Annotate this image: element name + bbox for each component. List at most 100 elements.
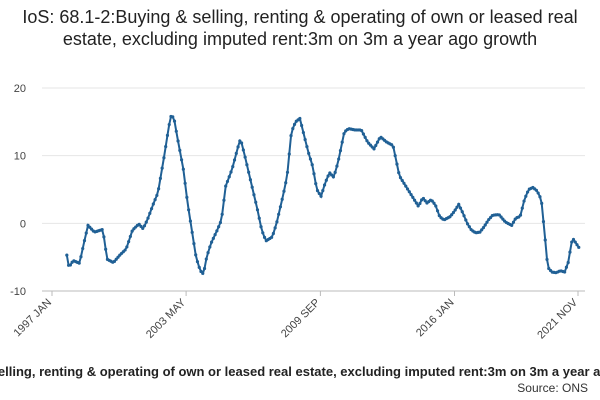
data-point[interactable] xyxy=(174,129,178,133)
data-point[interactable] xyxy=(220,212,224,216)
data-point[interactable] xyxy=(285,170,290,174)
data-point[interactable] xyxy=(457,202,461,206)
data-point[interactable] xyxy=(397,170,401,175)
data-point[interactable] xyxy=(540,201,544,205)
data-point[interactable] xyxy=(153,198,157,202)
data-point[interactable] xyxy=(536,191,540,195)
data-point[interactable] xyxy=(183,181,187,185)
data-point[interactable] xyxy=(365,139,369,143)
data-point[interactable] xyxy=(225,179,230,184)
data-point[interactable] xyxy=(291,127,295,131)
data-point[interactable] xyxy=(405,187,410,191)
data-point[interactable] xyxy=(525,190,530,194)
data-point[interactable] xyxy=(280,197,284,201)
data-point[interactable] xyxy=(218,220,223,225)
data-point[interactable] xyxy=(393,154,397,158)
data-point[interactable] xyxy=(102,235,106,239)
data-point[interactable] xyxy=(234,151,238,156)
data-point[interactable] xyxy=(201,271,205,275)
data-point[interactable] xyxy=(335,164,339,168)
data-point[interactable] xyxy=(481,226,486,230)
data-point[interactable] xyxy=(149,207,154,211)
data-point[interactable] xyxy=(187,208,191,212)
data-point[interactable] xyxy=(545,257,549,262)
data-point[interactable] xyxy=(77,261,81,265)
data-point[interactable] xyxy=(568,250,572,254)
data-point[interactable] xyxy=(524,194,528,198)
data-point[interactable] xyxy=(148,211,152,215)
data-point[interactable] xyxy=(467,225,471,229)
data-point[interactable] xyxy=(374,143,378,148)
data-point[interactable] xyxy=(104,247,108,251)
data-point[interactable] xyxy=(337,157,341,161)
data-point[interactable] xyxy=(215,229,219,233)
data-point[interactable] xyxy=(289,134,293,138)
data-point[interactable] xyxy=(202,266,207,271)
data-point[interactable] xyxy=(287,152,291,156)
data-point[interactable] xyxy=(255,208,260,212)
data-point[interactable] xyxy=(128,234,132,239)
data-point[interactable] xyxy=(372,147,376,151)
data-point[interactable] xyxy=(575,243,579,247)
data-point[interactable] xyxy=(485,220,489,224)
data-point[interactable] xyxy=(277,212,281,216)
data-point[interactable] xyxy=(571,237,576,242)
data-point[interactable] xyxy=(127,240,131,244)
data-point[interactable] xyxy=(211,236,215,240)
data-point[interactable] xyxy=(204,257,208,261)
data-point[interactable] xyxy=(158,176,162,181)
data-point[interactable] xyxy=(284,181,288,185)
data-point[interactable] xyxy=(208,245,212,249)
data-point[interactable] xyxy=(68,263,72,267)
data-point[interactable] xyxy=(155,193,159,198)
data-point[interactable] xyxy=(564,265,569,269)
data-point[interactable] xyxy=(409,192,413,197)
data-point[interactable] xyxy=(305,145,309,149)
data-point[interactable] xyxy=(483,223,487,227)
data-point[interactable] xyxy=(522,199,526,203)
data-point[interactable] xyxy=(247,170,251,174)
data-point[interactable] xyxy=(435,209,440,213)
data-point[interactable] xyxy=(321,189,325,193)
data-point[interactable] xyxy=(458,206,463,210)
data-point[interactable] xyxy=(172,119,177,123)
data-point[interactable] xyxy=(197,265,201,269)
data-point[interactable] xyxy=(165,133,170,137)
data-point[interactable] xyxy=(414,201,418,205)
data-point[interactable] xyxy=(188,219,192,223)
data-point[interactable] xyxy=(236,145,240,149)
data-point[interactable] xyxy=(340,140,344,144)
data-point[interactable] xyxy=(434,204,438,208)
data-point[interactable] xyxy=(450,213,454,217)
data-point[interactable] xyxy=(192,242,196,246)
data-point[interactable] xyxy=(518,213,523,217)
data-point[interactable] xyxy=(252,193,256,197)
data-point[interactable] xyxy=(413,198,417,202)
data-point[interactable] xyxy=(181,167,185,171)
data-point[interactable] xyxy=(310,163,314,167)
data-point[interactable] xyxy=(151,202,155,206)
data-point[interactable] xyxy=(398,176,403,180)
data-point[interactable] xyxy=(206,251,210,255)
data-point[interactable] xyxy=(312,172,316,176)
data-point[interactable] xyxy=(144,220,148,224)
data-point[interactable] xyxy=(195,260,200,264)
data-point[interactable] xyxy=(464,218,468,222)
data-point[interactable] xyxy=(179,158,184,162)
data-point[interactable] xyxy=(534,188,539,192)
data-point[interactable] xyxy=(167,122,171,127)
data-point[interactable] xyxy=(577,245,581,249)
data-point[interactable] xyxy=(326,174,330,178)
data-point[interactable] xyxy=(190,230,194,234)
data-point[interactable] xyxy=(360,129,364,133)
data-point[interactable] xyxy=(400,178,404,183)
data-point[interactable] xyxy=(307,151,311,156)
data-point[interactable] xyxy=(322,183,327,187)
data-point[interactable] xyxy=(570,240,574,244)
data-point[interactable] xyxy=(478,230,482,234)
data-point[interactable] xyxy=(282,189,286,193)
data-point[interactable] xyxy=(573,240,577,244)
data-point[interactable] xyxy=(84,231,88,235)
data-point[interactable] xyxy=(404,184,408,188)
data-point[interactable] xyxy=(375,140,380,144)
